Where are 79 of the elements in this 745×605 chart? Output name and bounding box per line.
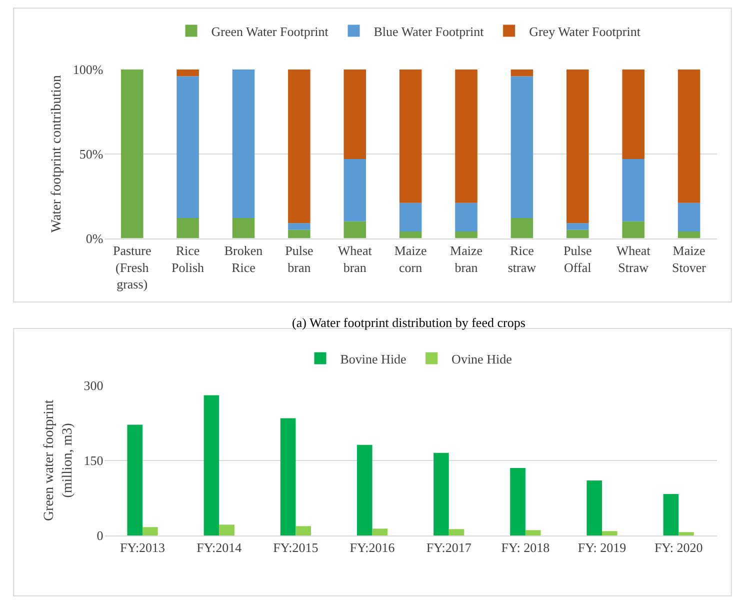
bar: [232, 70, 255, 218]
bar: [399, 232, 422, 238]
bar: [622, 158, 644, 222]
bar: [510, 468, 526, 536]
legend-label: Bovine Hide: [340, 351, 407, 366]
bar: [280, 418, 296, 536]
x-tick-label: Rice Polish: [172, 242, 205, 275]
bar: [678, 202, 700, 232]
x-tick-label: Maize Stover: [672, 242, 707, 275]
bar: [288, 223, 310, 230]
x-tick-label: FY:2014: [196, 540, 242, 556]
bar: [678, 70, 700, 203]
x-tick-label: Maize bran: [450, 242, 483, 275]
x-tick-label: FY:2013: [120, 540, 166, 556]
bar: [602, 531, 618, 536]
x-tick-label: FY: 2020: [654, 540, 703, 556]
bar: [678, 232, 700, 238]
bar: [434, 452, 449, 536]
bar: [448, 529, 464, 536]
y-tick-label: 0: [96, 528, 104, 544]
bar: [678, 532, 694, 536]
bar: [622, 221, 644, 238]
bar: [296, 526, 312, 536]
bar: [344, 158, 366, 222]
bar: [663, 494, 679, 536]
bar: [288, 70, 310, 224]
y-tick-label: 0%: [86, 230, 104, 246]
bar: [566, 223, 589, 230]
y-tick-label: 150: [84, 452, 104, 468]
x-tick-label: Wheat bran: [338, 242, 372, 275]
bar: [455, 202, 478, 232]
bar: [344, 70, 366, 159]
legend-label: Green Water Footprint: [211, 24, 329, 39]
x-tick-label: FY:2016: [350, 540, 396, 556]
bar: [176, 76, 199, 218]
bar: [232, 218, 255, 238]
y-tick-label: 300: [84, 378, 104, 393]
bar: [176, 70, 199, 76]
bar: [204, 395, 220, 536]
legend-label: Grey Water Footprint: [529, 24, 641, 39]
bar: [455, 232, 478, 238]
x-tick-label: Pulse bran: [285, 242, 314, 275]
x-tick-label: FY:2017: [426, 540, 472, 556]
bar: [455, 70, 478, 203]
bar: [510, 218, 534, 238]
bar: [142, 527, 158, 536]
legend-label: Ovine Hide: [452, 351, 512, 366]
x-tick-label: Rice straw: [508, 242, 537, 275]
x-tick-label: Wheat Straw: [616, 242, 651, 275]
bar: [525, 530, 541, 536]
y-tick-label: 100%: [72, 62, 104, 78]
y-axis-title: Green water footprint (million, m3): [42, 400, 76, 522]
text: (a) Water footprint distribution by feed crops: [292, 315, 526, 330]
x-tick-label: FY: 2019: [578, 540, 626, 556]
x-tick-label: FY: 2018: [501, 540, 550, 556]
legend-label: Blue Water Footprint: [374, 24, 484, 39]
x-tick-label: Pasture (Fresh grass): [112, 242, 152, 292]
bar: [176, 218, 199, 238]
bar: [344, 221, 366, 238]
bar: [399, 70, 422, 203]
bar: [510, 76, 534, 218]
bar: [288, 230, 310, 238]
bar: [356, 444, 372, 536]
y-axis-title: Water footprint contribution: [50, 75, 65, 233]
bar: [127, 424, 143, 536]
x-tick-label: Broken Rice: [224, 242, 264, 275]
bar: [622, 70, 644, 159]
x-tick-label: Pulse Offal: [564, 242, 592, 275]
bar: [120, 70, 144, 238]
bar: [510, 70, 534, 76]
bar: [219, 524, 234, 536]
x-tick-label: FY:2015: [273, 540, 318, 556]
y-tick-label: 50%: [79, 146, 104, 162]
bar: [372, 528, 388, 536]
bar: [566, 70, 589, 224]
bar: [586, 480, 602, 536]
x-tick-label: Maize corn: [394, 242, 428, 275]
bar: [399, 202, 422, 232]
bar: [566, 230, 589, 238]
